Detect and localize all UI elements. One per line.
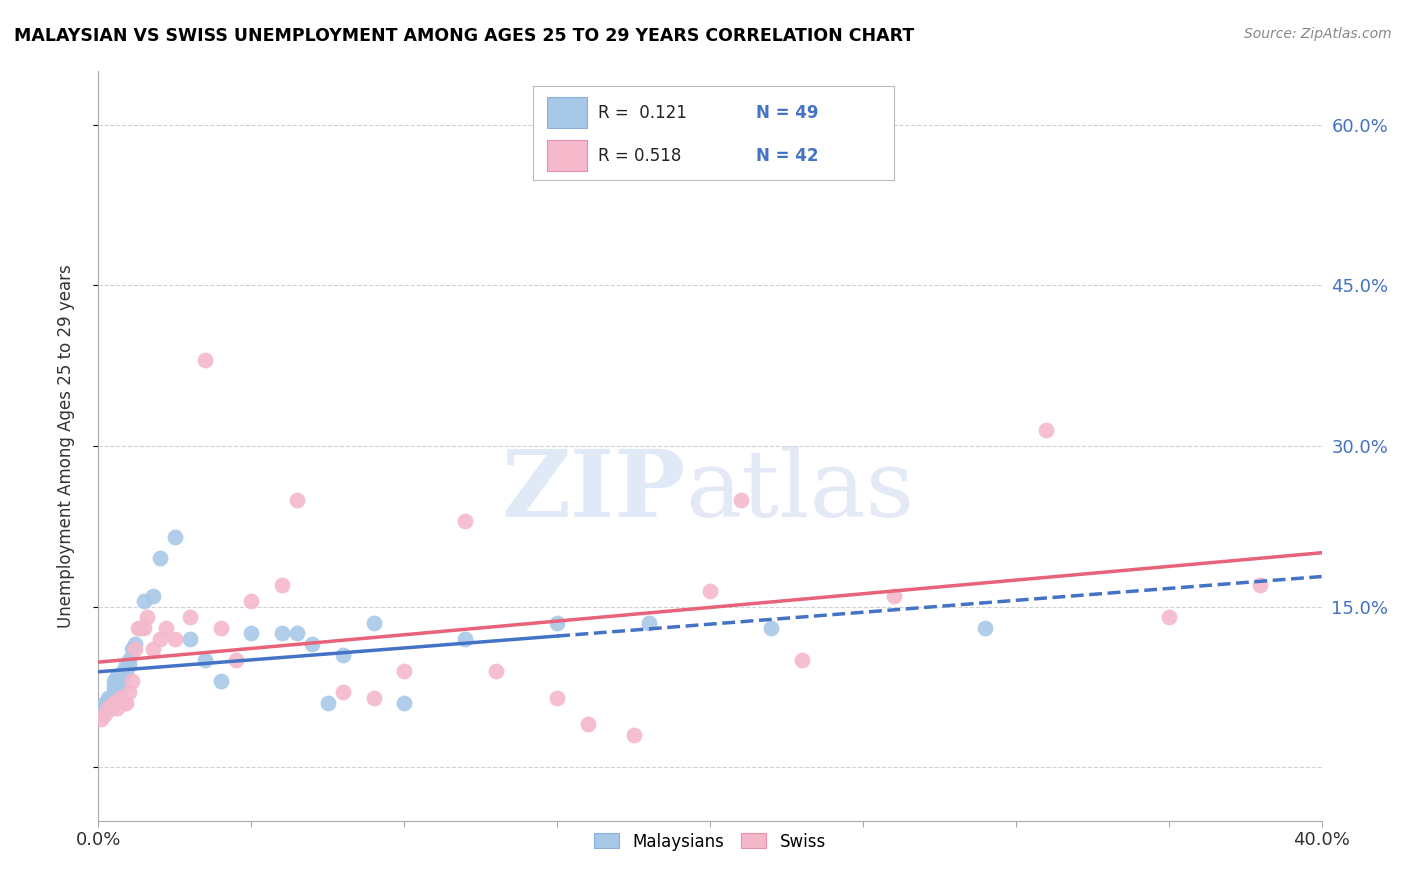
Point	[90, 712, 112, 726]
Point	[730, 492, 752, 507]
Point	[974, 621, 997, 635]
Point	[105, 669, 128, 683]
Point	[90, 701, 112, 715]
Point	[118, 658, 141, 673]
Point	[209, 621, 232, 635]
Point	[121, 642, 143, 657]
Point	[179, 610, 201, 624]
Point	[108, 680, 131, 694]
Text: MALAYSIAN VS SWISS UNEMPLOYMENT AMONG AGES 25 TO 29 YEARS CORRELATION CHART: MALAYSIAN VS SWISS UNEMPLOYMENT AMONG AG…	[14, 27, 914, 45]
Point	[149, 632, 172, 646]
Point	[100, 701, 122, 715]
Point	[103, 696, 125, 710]
Point	[115, 658, 138, 673]
Point	[124, 637, 146, 651]
Point	[285, 492, 308, 507]
Point	[111, 664, 134, 678]
Text: Source: ZipAtlas.com: Source: ZipAtlas.com	[1244, 27, 1392, 41]
Point	[111, 696, 134, 710]
Point	[97, 696, 120, 710]
Point	[115, 664, 138, 678]
Point	[270, 578, 292, 592]
Point	[1035, 423, 1057, 437]
Point	[97, 696, 120, 710]
Point	[546, 615, 568, 630]
Point	[100, 701, 122, 715]
Text: ZIP: ZIP	[502, 446, 686, 536]
Point	[790, 653, 813, 667]
Point	[124, 642, 146, 657]
Point	[155, 621, 177, 635]
Point	[103, 674, 125, 689]
Point	[225, 653, 247, 667]
Point	[332, 648, 354, 662]
Point	[108, 674, 131, 689]
Point	[209, 674, 232, 689]
Point	[134, 621, 156, 635]
Point	[699, 583, 721, 598]
Point	[105, 674, 128, 689]
Point	[142, 642, 165, 657]
Point	[285, 626, 308, 640]
Point	[637, 615, 661, 630]
Point	[149, 551, 172, 566]
Point	[103, 680, 125, 694]
Point	[97, 690, 120, 705]
Point	[108, 690, 131, 705]
Point	[100, 690, 122, 705]
Point	[136, 610, 159, 624]
Point	[363, 690, 385, 705]
Point	[240, 626, 263, 640]
Point	[576, 717, 599, 731]
Point	[103, 696, 125, 710]
Text: atlas: atlas	[686, 446, 915, 536]
Point	[127, 621, 149, 635]
Point	[103, 690, 125, 705]
Point	[108, 669, 131, 683]
Point	[129, 621, 152, 635]
Point	[118, 653, 141, 667]
Point	[883, 589, 905, 603]
Point	[392, 696, 416, 710]
Point	[316, 696, 339, 710]
Point	[363, 615, 385, 630]
Point	[1157, 610, 1180, 624]
Point	[240, 594, 263, 608]
Point	[301, 637, 323, 651]
Point	[111, 669, 134, 683]
Point	[194, 353, 217, 368]
Point	[194, 653, 217, 667]
Point	[93, 706, 115, 721]
Point	[134, 594, 156, 608]
Point	[485, 664, 508, 678]
Point	[163, 632, 186, 646]
Point	[115, 696, 138, 710]
Point	[454, 514, 477, 528]
Y-axis label: Unemployment Among Ages 25 to 29 years: Unemployment Among Ages 25 to 29 years	[56, 264, 75, 628]
Point	[179, 632, 201, 646]
Point	[100, 696, 122, 710]
Point	[332, 685, 354, 699]
Point	[546, 690, 568, 705]
Point	[121, 674, 143, 689]
Point	[1249, 578, 1271, 592]
Point	[270, 626, 292, 640]
Point	[90, 706, 112, 721]
Point	[93, 696, 115, 710]
Point	[103, 685, 125, 699]
Point	[623, 728, 645, 742]
Point	[392, 664, 416, 678]
Point	[97, 701, 120, 715]
Point	[105, 680, 128, 694]
Point	[163, 530, 186, 544]
Point	[454, 632, 477, 646]
Point	[105, 701, 128, 715]
Legend: Malaysians, Swiss: Malaysians, Swiss	[588, 826, 832, 857]
Point	[142, 589, 165, 603]
Point	[759, 621, 782, 635]
Point	[118, 685, 141, 699]
Point	[93, 701, 115, 715]
